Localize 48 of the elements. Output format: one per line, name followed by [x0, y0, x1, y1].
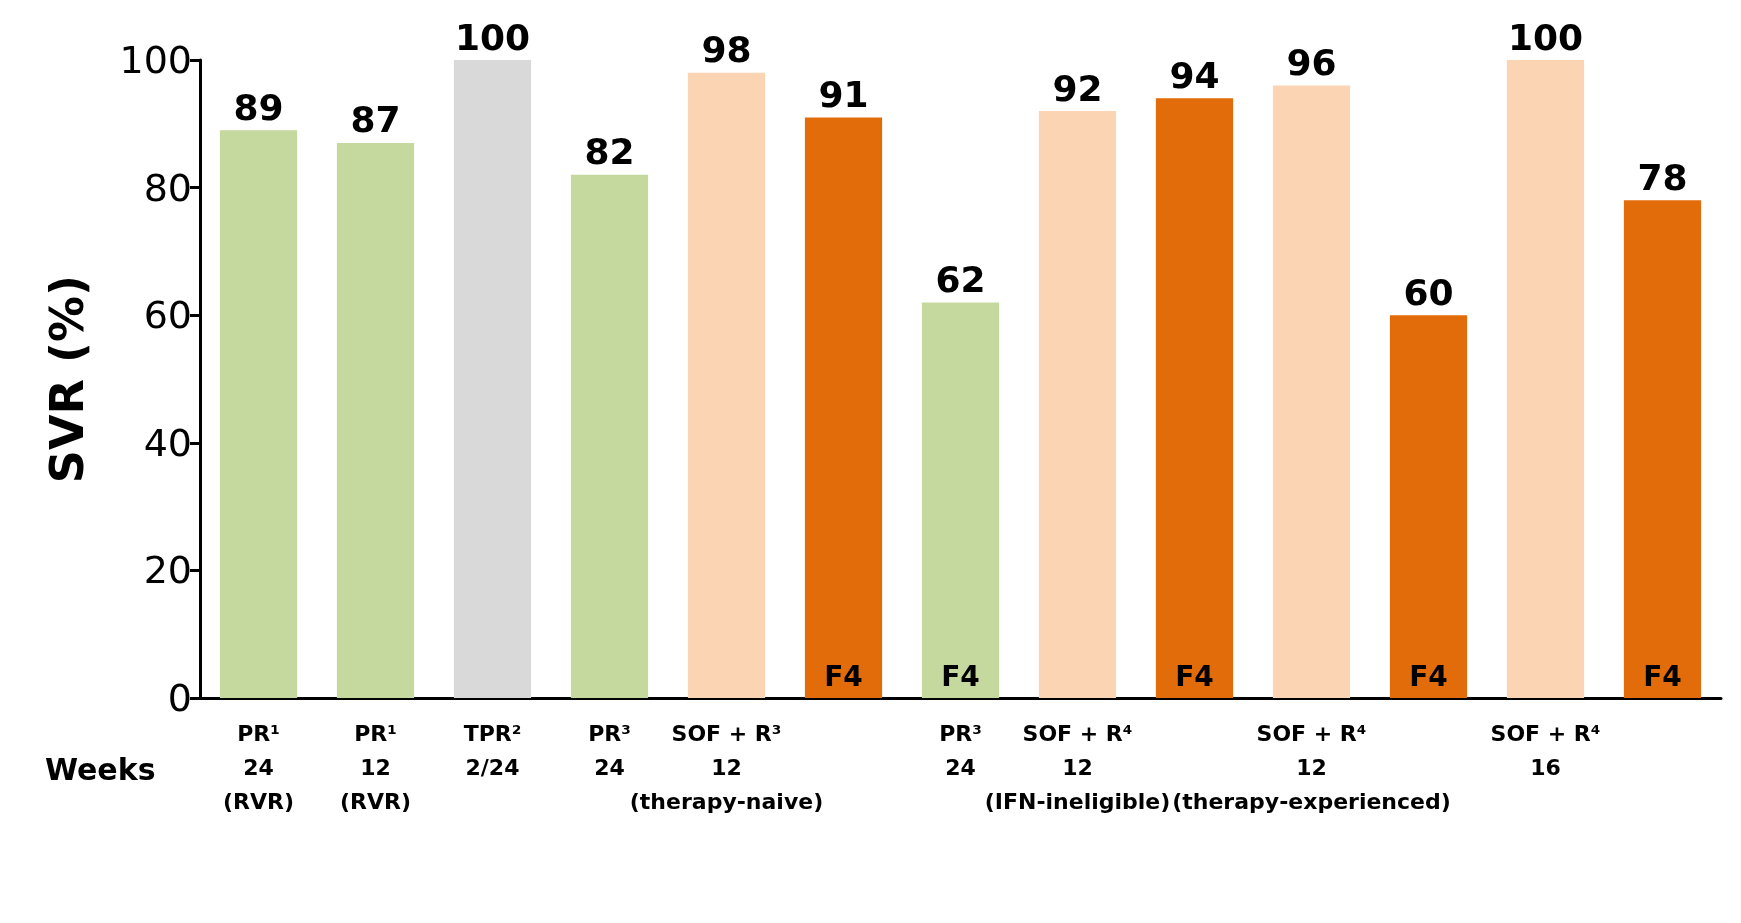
x-tick-label: SOF + R⁴ 12 (IFN-ineligible)	[984, 720, 1171, 814]
data-label: 96	[1286, 42, 1337, 84]
data-label: 92	[1052, 67, 1103, 109]
y-tick-label: 60	[143, 293, 192, 338]
text: Weeks	[45, 752, 156, 787]
data-label: 82	[584, 131, 635, 173]
bar	[1389, 315, 1468, 698]
bar	[570, 174, 649, 698]
text: F4	[1409, 659, 1448, 693]
text: F4	[941, 659, 980, 693]
data-label: 91	[818, 73, 869, 115]
text: F4	[1175, 659, 1214, 693]
data-label: 98	[701, 29, 752, 71]
data-label: 89	[233, 86, 284, 128]
x-tick-label: PR³ 24	[588, 720, 631, 780]
data-label: 100	[454, 16, 531, 58]
data-label: 60	[1403, 271, 1454, 313]
y-tick-label: 20	[143, 548, 192, 593]
x-tick-label: SOF + R³ 12 (therapy-naive)	[629, 720, 824, 814]
data-label: 62	[935, 258, 986, 300]
data-label: 100	[1507, 16, 1584, 58]
y-axis-title: SVR (%)	[40, 274, 94, 484]
x-tick-label: TPR² 2/24	[463, 720, 522, 780]
text: F4	[1643, 659, 1682, 693]
bar	[1038, 111, 1117, 698]
bar	[687, 72, 766, 698]
x-tick-label: PR¹ 24 (RVR)	[222, 720, 295, 814]
bar	[921, 302, 1000, 698]
x-tick-label: PR¹ 12 (RVR)	[339, 720, 412, 814]
data-label: 87	[350, 99, 401, 141]
y-tick-label: 80	[143, 165, 192, 210]
series-label: F4	[824, 659, 863, 693]
bar	[1155, 98, 1234, 698]
bar	[453, 60, 532, 698]
bar	[804, 117, 883, 698]
data-label: 78	[1637, 156, 1688, 198]
y-tick-label: 100	[119, 38, 192, 82]
bar	[1272, 85, 1351, 698]
bar	[219, 130, 298, 698]
y-tick-label: 40	[143, 420, 192, 465]
bar	[1506, 60, 1585, 698]
bar	[1623, 200, 1702, 698]
x-tick-label: SOF + R⁴ 16	[1490, 720, 1601, 780]
y-tick-label: 0	[167, 676, 192, 720]
bar	[336, 142, 415, 698]
x-tick-label: SOF + R⁴ 12 (therapy-experienced)	[1172, 720, 1451, 814]
x-tick-label: PR³ 24	[939, 720, 982, 780]
data-label: 94	[1169, 54, 1220, 96]
